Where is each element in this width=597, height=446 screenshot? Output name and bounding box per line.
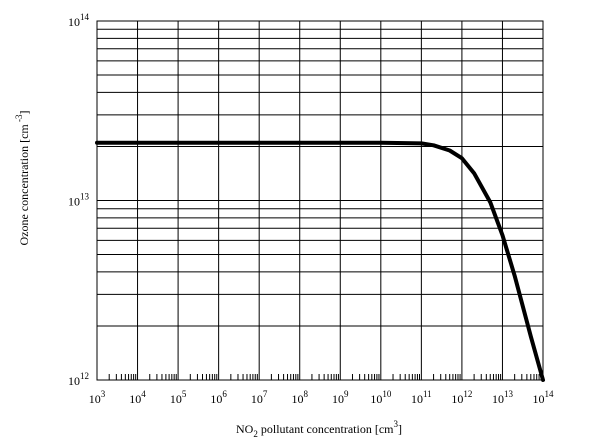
tick-base: 10 [68,195,80,209]
tick-exponent: 13 [504,389,514,399]
tick-exponent: 6 [222,389,227,399]
tick-base: 10 [291,392,303,406]
tick-exponent: 14 [80,12,90,22]
tick-base: 10 [68,15,80,29]
tick-base: 10 [533,392,545,406]
tick-base: 10 [332,392,344,406]
tick-label: 108 [291,389,308,406]
tick-exponent: 13 [80,192,90,202]
tick-exponent: 7 [263,389,268,399]
tick-label: 104 [129,389,146,406]
tick-label: 1013 [492,389,514,406]
tick-base: 10 [89,392,101,406]
tick-label: 1014 [68,12,90,29]
tick-exponent: 5 [182,389,187,399]
plot-frame [96,20,544,381]
tick-base: 10 [68,374,80,388]
tick-base: 10 [210,392,222,406]
tick-exponent: 3 [101,389,106,399]
tick-base: 10 [170,392,182,406]
tick-base: 10 [129,392,141,406]
tick-exponent: 10 [382,389,392,399]
series-line [95,140,545,382]
tick-base: 10 [411,392,423,406]
tick-exponent: 12 [463,389,472,399]
tick-base: 10 [251,392,263,406]
tick-exponent: 12 [80,371,89,381]
tick-label: 1011 [411,389,432,406]
x-tick-labels: 103 104 105 106 107 108 109 1010 1011 1012 1013 101… [89,389,554,406]
x-axis-label: NO2 pollutant concentration [cm3] [236,419,402,439]
tick-label: 103 [89,389,106,406]
tick-exponent: 14 [545,389,555,399]
tick-exponent: 9 [344,389,349,399]
y-axis-label: Ozone concentration [cm -3] [14,110,31,245]
grid-lines [96,21,544,381]
tick-label: 105 [170,389,187,406]
tick-label: 1013 [68,192,90,209]
tick-base: 10 [492,392,504,406]
tick-exponent: 8 [303,389,308,399]
x-minor-ticks [108,374,542,380]
tick-label: 107 [251,389,268,406]
tick-label: 106 [210,389,227,406]
tick-base: 10 [451,392,463,406]
tick-label: 1012 [451,389,472,406]
tick-base: 10 [370,392,382,406]
tick-label: 1010 [370,389,392,406]
tick-exponent: 4 [141,389,146,399]
tick-exponent: 11 [423,389,432,399]
tick-label: 109 [332,389,349,406]
tick-label: 1012 [68,371,89,388]
tick-label: 1014 [533,389,555,406]
